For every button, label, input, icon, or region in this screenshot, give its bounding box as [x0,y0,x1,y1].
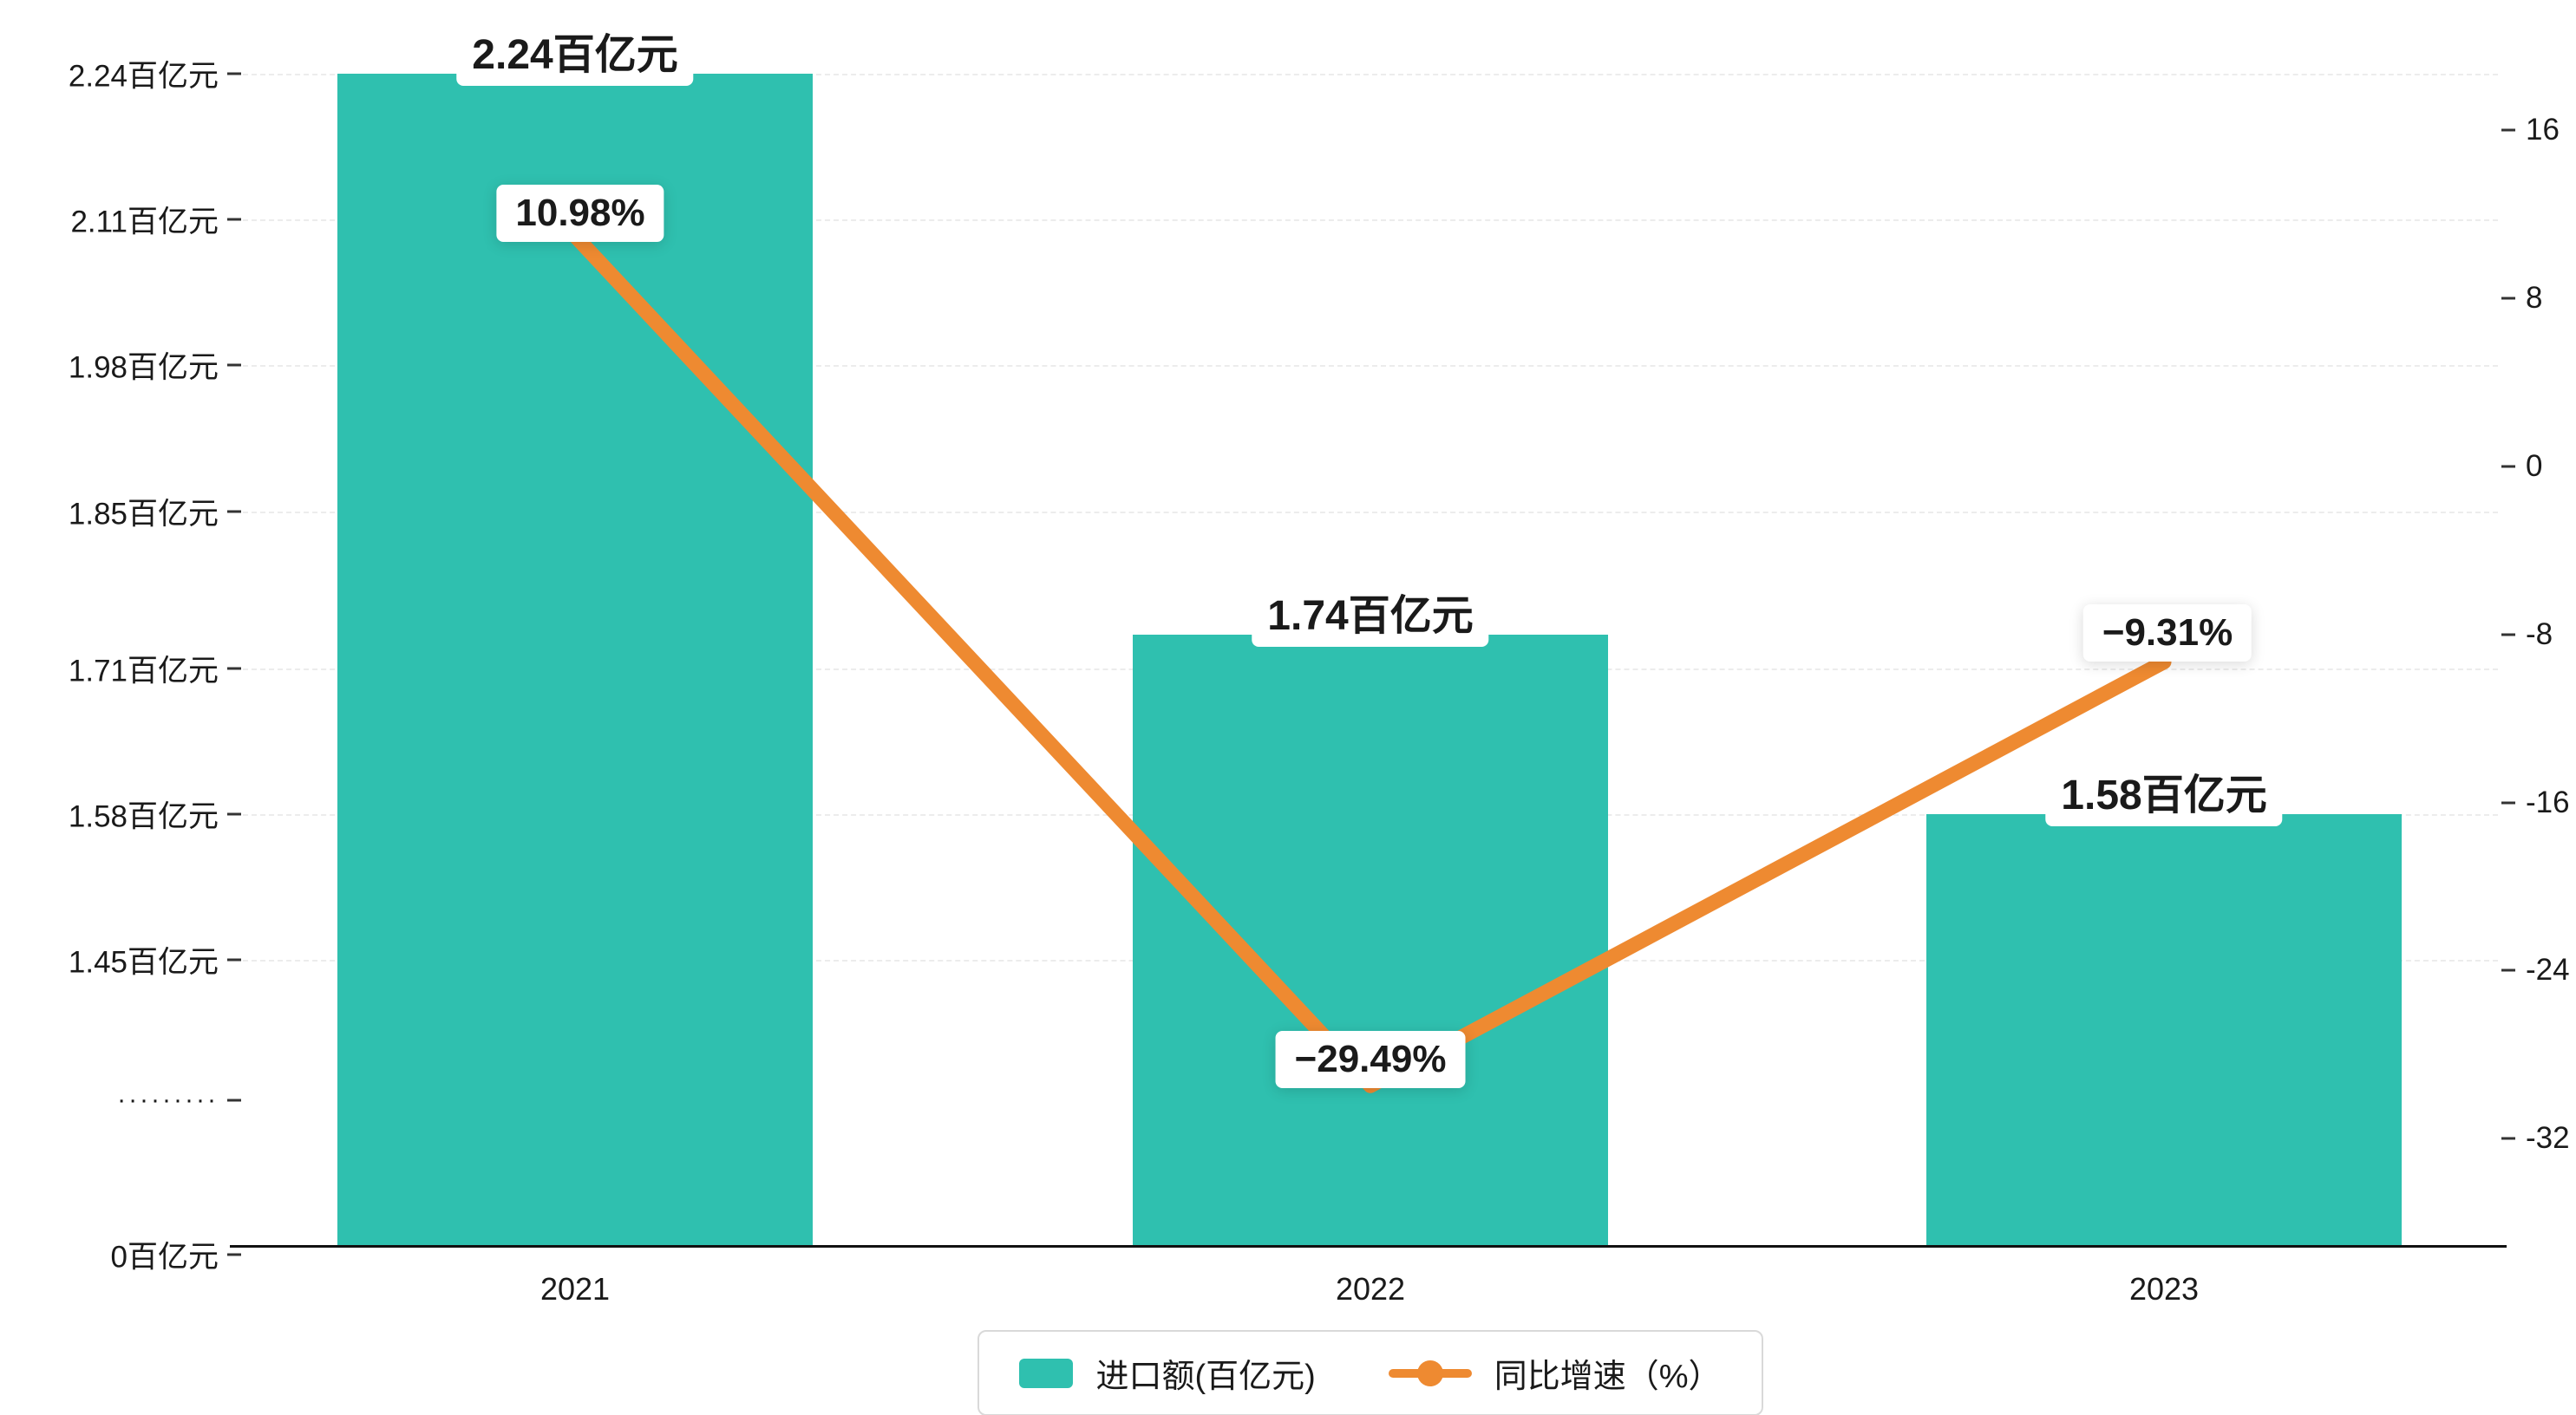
right-axis-tick-mark [2501,128,2515,132]
legend-item-growth-rate[interactable]: 同比增速（%） [1388,1349,1722,1397]
right-axis-tick-label: 16 [2526,113,2560,147]
bar-value-label: 2.24百亿元 [456,15,694,86]
left-axis-tick-label: 0百亿元 [110,1240,219,1275]
right-axis-tick-mark [2501,465,2515,468]
growth-rate-label: −9.31% [2082,604,2252,662]
left-axis-tick-label: 2.11百亿元 [70,205,219,239]
x-axis-label-2022: 2022 [1335,1271,1406,1307]
right-axis-tick-mark [2501,297,2515,300]
bar-2023 [1926,813,2402,1247]
bar-series-swatch-icon [1019,1358,1074,1388]
left-axis-tick-label: 2.24百亿元 [68,59,219,94]
legend: 进口额(百亿元) 同比增速（%） [0,1330,2576,1415]
left-axis-tick-mark [227,218,241,221]
left-axis-tick-mark [227,510,241,513]
left-axis-tick-mark [227,363,241,367]
bar-value-label: 1.58百亿元 [2045,754,2283,826]
legend-box: 进口额(百亿元) 同比增速（%） [977,1330,1763,1415]
left-axis-tick-mark [227,1099,241,1102]
bar-2021 [337,74,813,1247]
left-axis-tick-mark [227,812,241,816]
right-axis-tick-mark [2501,1137,2515,1140]
left-axis-tick-mark [227,1253,241,1256]
left-axis-tick-label: 1.85百亿元 [68,497,219,531]
left-axis-tick-mark [227,72,241,75]
line-series-dot-icon [1416,1360,1443,1386]
left-axis-tick-label: 1.58百亿元 [68,799,219,834]
right-axis-tick-mark [2501,801,2515,805]
left-axis-tick-label: 1.71百亿元 [68,654,219,688]
left-axis-tick-label: 1.98百亿元 [68,350,219,385]
legend-label-import-value: 进口额(百亿元) [1095,1359,1316,1395]
left-axis-tick-label: ········· [117,1086,219,1114]
growth-rate-label: 10.98% [496,185,664,242]
right-axis-tick-mark [2501,633,2515,636]
left-axis-tick-mark [227,667,241,670]
right-axis-tick-label: 0 [2526,449,2543,483]
x-axis-label-2021: 2021 [539,1271,611,1307]
grid-line [243,219,2498,222]
grid-line [243,74,2498,75]
legend-item-import-value[interactable]: 进口额(百亿元) [1019,1349,1316,1397]
bar-value-label: 1.74百亿元 [1252,575,1489,647]
right-axis-tick-label: -24 [2526,953,2570,988]
right-axis-tick-label: -8 [2526,616,2553,651]
right-axis-tick-label: -32 [2526,1121,2570,1156]
right-axis-tick-mark [2501,968,2515,972]
right-axis-tick-label: -16 [2526,785,2570,819]
right-axis-tick-label: 8 [2526,281,2543,316]
x-axis-line [230,1245,2507,1248]
growth-rate-label: −29.49% [1275,1031,1466,1088]
x-axis-label-2023: 2023 [2128,1271,2200,1307]
left-axis-tick-mark [227,958,241,962]
line-series-marker-icon [1388,1360,1472,1386]
bar-2022 [1133,634,1608,1247]
left-axis-tick-label: 1.45百亿元 [68,945,219,980]
legend-label-growth-rate: 同比增速（%） [1494,1359,1722,1395]
